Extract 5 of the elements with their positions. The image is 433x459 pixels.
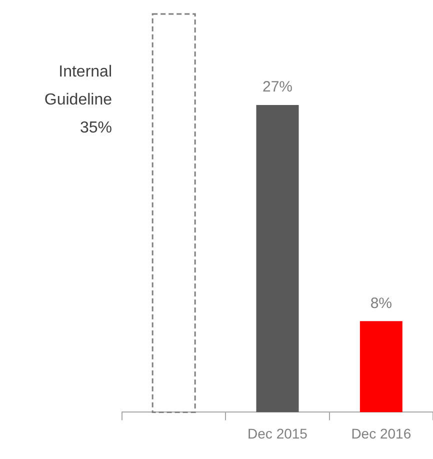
- data-label: 27%: [262, 78, 293, 96]
- x-tick-label: Dec 2016: [351, 425, 412, 442]
- data-label: 8%: [370, 294, 392, 312]
- x-tick-label: Dec 2015: [248, 425, 308, 442]
- text: Internal Guideline 35%: [44, 63, 112, 136]
